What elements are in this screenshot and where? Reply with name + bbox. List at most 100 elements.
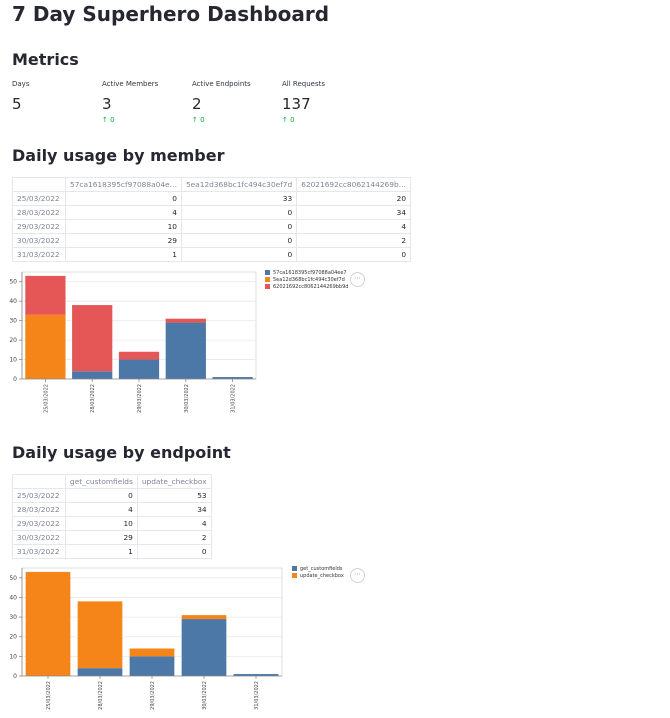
y-tick-label: 10 [9, 357, 17, 364]
metric-value: 137 [282, 95, 311, 113]
metric-days: Days 5 [12, 80, 102, 116]
bar-segment[interactable] [72, 305, 113, 372]
table-cell: 0 [296, 247, 412, 262]
table-cell: 29 [65, 233, 182, 248]
metric-active-members: Active Members 3 ↑ 0 [102, 80, 192, 124]
page-title: 7 Day Superhero Dashboard [12, 2, 330, 26]
table-header-row: get_customfields update_checkbox [12, 474, 212, 489]
metric-label: Active Members [102, 80, 159, 88]
row-index: 28/03/2022 [12, 205, 66, 220]
bar-segment[interactable] [77, 668, 123, 676]
legend-swatch[interactable] [292, 566, 297, 571]
legend-label[interactable]: 5ea12d368bc1fc494c30ef7d [273, 277, 345, 283]
table-row: 31/03/2022 1 0 [12, 544, 212, 559]
column-header[interactable]: 62021692cc8062144269b… [296, 177, 412, 192]
x-tick-label: 29/03/2022 [150, 681, 156, 710]
table-cell: 1 [65, 247, 182, 262]
legend-label[interactable]: get_customfields [300, 566, 343, 572]
bar-segment[interactable] [118, 351, 160, 360]
ellipsis-icon[interactable]: ⋯ [350, 568, 365, 583]
metric-active-endpoints: Active Endpoints 2 ↑ 0 [192, 80, 282, 124]
metric-label: Days [12, 80, 30, 88]
legend-swatch[interactable] [265, 270, 270, 275]
metric-value: 5 [12, 95, 22, 113]
table-cell: 34 [296, 205, 412, 220]
bar-segment[interactable] [181, 615, 227, 620]
table-cell: 4 [136, 516, 212, 531]
table-cell: 1 [65, 544, 138, 559]
legend-swatch[interactable] [292, 573, 297, 578]
y-tick-label: 20 [9, 337, 17, 344]
table-row: 25/03/2022 0 53 [12, 488, 212, 503]
column-header[interactable]: update_checkbox [136, 474, 212, 489]
y-tick-label: 50 [9, 279, 17, 286]
bar-segment[interactable] [212, 377, 253, 379]
metric-label: All Requests [282, 80, 325, 88]
table-cell: 4 [65, 205, 182, 220]
table-cell: 4 [65, 502, 138, 517]
column-header[interactable]: 57ca1618395cf97088a04e… [65, 177, 182, 192]
y-tick-label: 30 [9, 318, 17, 325]
member-usage-table[interactable]: 57ca1618395cf97088a04e… 5ea12d368bc1fc49… [12, 177, 412, 262]
x-tick-label: 29/03/2022 [137, 384, 143, 413]
table-header-row: 57ca1618395cf97088a04e… 5ea12d368bc1fc49… [12, 177, 412, 192]
legend-swatch[interactable] [265, 277, 270, 282]
table-row: 30/03/2022 29 2 [12, 530, 212, 545]
bar-segment[interactable] [118, 359, 160, 379]
table-cell: 0 [180, 247, 298, 262]
y-tick-label: 0 [13, 673, 17, 680]
y-tick-label: 10 [9, 653, 17, 660]
table-row: 25/03/2022 0 33 20 [12, 191, 412, 206]
table-row: 29/03/2022 10 4 [12, 516, 212, 531]
table-cell: 0 [180, 219, 298, 234]
metric-label: Active Endpoints [192, 80, 251, 88]
bar-segment[interactable] [25, 314, 66, 379]
row-index: 25/03/2022 [12, 488, 66, 503]
bar-segment[interactable] [165, 322, 206, 379]
table-cell: 2 [136, 530, 212, 545]
table-cell: 10 [65, 516, 138, 531]
x-tick-label: 28/03/2022 [98, 681, 104, 710]
bar-segment[interactable] [165, 318, 206, 323]
bar-segment[interactable] [77, 601, 123, 669]
endpoint-usage-chart[interactable]: 0 10 20 30 40 50 25/03/2022 28/03/2022 29/03/202… [0, 560, 362, 718]
bar-segment[interactable] [129, 656, 175, 676]
row-index: 31/03/2022 [12, 247, 66, 262]
bar-segment[interactable] [181, 619, 227, 676]
index-header [12, 177, 66, 192]
x-tick-label: 25/03/2022 [43, 384, 49, 413]
x-tick-label: 30/03/2022 [202, 681, 208, 710]
legend-label[interactable]: 57ca1618395cf97088a04ee7 [273, 270, 347, 276]
table-cell: 2 [296, 233, 412, 248]
column-header[interactable]: 5ea12d368bc1fc494c30ef7d [180, 177, 298, 192]
bar-segment[interactable] [25, 571, 71, 676]
metrics-heading: Metrics [12, 50, 79, 69]
bar-segment[interactable] [72, 371, 113, 379]
table-cell: 0 [136, 544, 212, 559]
table-row: 30/03/2022 29 0 2 [12, 233, 412, 248]
legend-label[interactable]: update_checkbox [300, 573, 344, 579]
bar-segment[interactable] [25, 275, 66, 315]
column-header[interactable]: get_customfields [65, 474, 138, 489]
metric-all-requests: All Requests 137 ↑ 0 [282, 80, 372, 124]
x-tick-label: 31/03/2022 [231, 384, 237, 413]
bar-segment[interactable] [233, 674, 279, 676]
y-tick-label: 40 [9, 594, 17, 601]
member-usage-heading: Daily usage by member [12, 146, 225, 165]
row-index: 29/03/2022 [12, 219, 66, 234]
member-usage-chart[interactable]: 0 10 20 30 40 50 25/03/2022 28/03/2022 29/03/202… [0, 262, 362, 432]
endpoint-usage-table[interactable]: get_customfields update_checkbox 25/03/2… [12, 474, 212, 559]
metric-value: 3 [102, 95, 112, 113]
ellipsis-icon[interactable]: ⋯ [350, 272, 365, 287]
row-index: 30/03/2022 [12, 530, 66, 545]
legend-label[interactable]: 62021692cc8062144269bb9d [273, 284, 348, 290]
index-header [12, 474, 66, 489]
table-cell: 4 [296, 219, 412, 234]
legend-swatch[interactable] [265, 284, 270, 289]
metric-delta: ↑ 0 [102, 116, 115, 124]
endpoint-usage-heading: Daily usage by endpoint [12, 443, 231, 462]
table-row: 29/03/2022 10 0 4 [12, 219, 412, 234]
bar-segment[interactable] [129, 648, 175, 657]
table-row: 28/03/2022 4 0 34 [12, 205, 412, 220]
metric-delta: ↑ 0 [192, 116, 205, 124]
